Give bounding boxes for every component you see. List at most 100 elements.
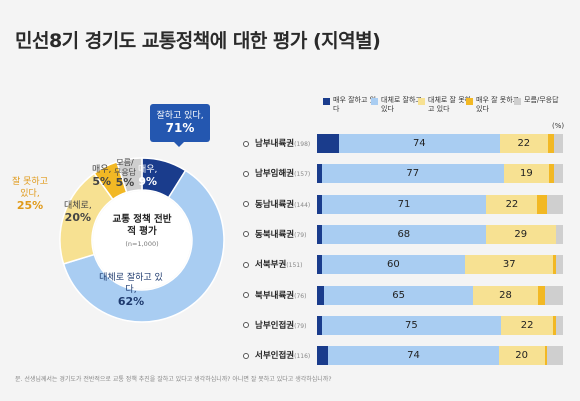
bad-label: 잘 못하고 있다, (12, 177, 48, 199)
slice-label-very-bad: 매우, 5% (92, 165, 112, 188)
legend-label: 매우 잘 못하고 있다 (476, 96, 520, 113)
good-box-pointer (173, 141, 185, 147)
legend-label: 대체로 잘하고 있다 (381, 96, 422, 113)
legend-swatch (514, 98, 521, 105)
seg-dk (554, 134, 563, 153)
data-label: 19 (519, 168, 533, 180)
legend-swatch (466, 98, 473, 105)
seg-mostly-bad (499, 134, 548, 153)
seg-mostly-bad (465, 255, 554, 275)
data-label: 75 (404, 319, 418, 331)
data-label: 22 (517, 138, 531, 149)
row-label: 북부내륙권(76) (255, 289, 306, 301)
seg-dk (544, 285, 563, 305)
donut-hole (93, 191, 191, 289)
seg-mostly-bad (485, 224, 556, 244)
donut-center-title: 교통 정책 전반적 평가 (112, 214, 172, 237)
good-box-label: 잘하고 있다, (156, 111, 204, 121)
row-bullet (243, 231, 249, 238)
seg-dk (546, 346, 563, 366)
row-sample-size: (79) (294, 231, 307, 239)
row-sample-size: (144) (294, 201, 311, 209)
seg-very-bad (537, 285, 545, 305)
row-bullet (243, 292, 249, 298)
seg-mostly-bad (473, 285, 538, 305)
row-bullet (243, 201, 249, 208)
row-label: 남부인접권(79) (255, 319, 306, 331)
unit-label: (%) (552, 122, 565, 130)
seg-mostly-good (321, 315, 501, 335)
data-label: 37 (502, 259, 516, 271)
slice-label-mostly-bad: 대체로, 20% (64, 201, 92, 224)
row-label: 남부임해권(157) (255, 167, 310, 179)
slice-label-very-good: 매우, 9% (138, 165, 158, 188)
seg-very-good (317, 285, 324, 305)
data-label: 60 (387, 259, 400, 271)
legend-swatch (371, 98, 378, 105)
row-bullet (243, 322, 249, 329)
row-label-text: 남부내륙권 (255, 139, 295, 149)
seg-mostly-good (321, 164, 504, 184)
seg-very-good (317, 315, 322, 335)
row-bullet (243, 140, 249, 147)
seg-very-bad (537, 194, 547, 214)
data-label: 77 (406, 168, 420, 180)
row-label: 동북내륙권(79) (255, 228, 306, 240)
legend-label: 매우 잘하고 있다 (333, 96, 377, 113)
row-bullet (243, 170, 249, 177)
seg-dk (553, 164, 563, 184)
row-label-text: 동북내륙권 (255, 229, 295, 240)
seg-mostly-bad (503, 164, 549, 184)
row-label-text: 남부임해권 (255, 169, 295, 180)
data-label: 29 (514, 228, 528, 240)
data-label: 74 (407, 350, 420, 362)
legend-swatch (323, 98, 330, 105)
bad-callout: 잘 못하고 있다, 25% (8, 176, 52, 213)
seg-dk (555, 224, 563, 244)
row-label-text: 서북부권 (255, 260, 287, 271)
row-sample-size: (198) (294, 141, 311, 148)
row-sample-size: (157) (294, 171, 311, 179)
slice-label-dk: 모름/무응답 5% (113, 158, 137, 189)
row-bullet (243, 261, 249, 268)
legend-swatch (418, 98, 425, 105)
data-label: 65 (392, 289, 405, 301)
row-label: 동남내륙권(144) (255, 198, 310, 210)
row-label-text: 동남내륙권 (255, 199, 295, 210)
seg-mostly-bad (500, 315, 554, 335)
good-box: 잘하고 있다, 71% (150, 104, 210, 142)
seg-very-good (317, 164, 322, 184)
data-label: 22 (520, 319, 534, 331)
seg-mostly-bad (486, 194, 538, 214)
seg-very-good (317, 224, 322, 244)
row-label: 남부내륙권(198) (255, 137, 310, 149)
row-bullet (243, 352, 249, 359)
donut-center-sub: (n=1,000) (125, 240, 159, 248)
donut-center: 교통 정책 전반적 평가 (n=1,000) (110, 214, 174, 250)
row-label-text: 서부인접권 (255, 351, 295, 362)
row-label: 서북부권(151) (255, 258, 302, 270)
legend-label: 모름/무응답 (524, 96, 559, 104)
seg-mostly-good (321, 224, 486, 244)
seg-dk (555, 315, 563, 335)
seg-very-bad (553, 255, 556, 275)
seg-very-bad (547, 134, 555, 153)
good-box-value: 71% (165, 121, 195, 135)
slice-dk (115, 157, 143, 194)
seg-mostly-good (328, 346, 499, 366)
seg-mostly-good (338, 134, 500, 153)
data-label: 20 (515, 350, 528, 362)
row-label-text: 북부내륙권 (255, 290, 295, 301)
seg-mostly-good (323, 285, 474, 305)
data-label: 71 (397, 198, 411, 210)
data-label: 28 (499, 289, 512, 301)
seg-very-bad (548, 164, 554, 184)
seg-mostly-bad (498, 346, 545, 366)
legend-label: 대체로 잘 못하고 있다 (428, 96, 472, 113)
seg-very-bad (544, 346, 547, 366)
seg-very-good (317, 194, 322, 214)
seg-dk (546, 194, 563, 214)
footnote: 문. 선생님께서는 경기도가 전반적으로 교통 정책 추진을 잘하고 있다고 생… (15, 376, 332, 383)
data-label: 22 (505, 198, 519, 210)
